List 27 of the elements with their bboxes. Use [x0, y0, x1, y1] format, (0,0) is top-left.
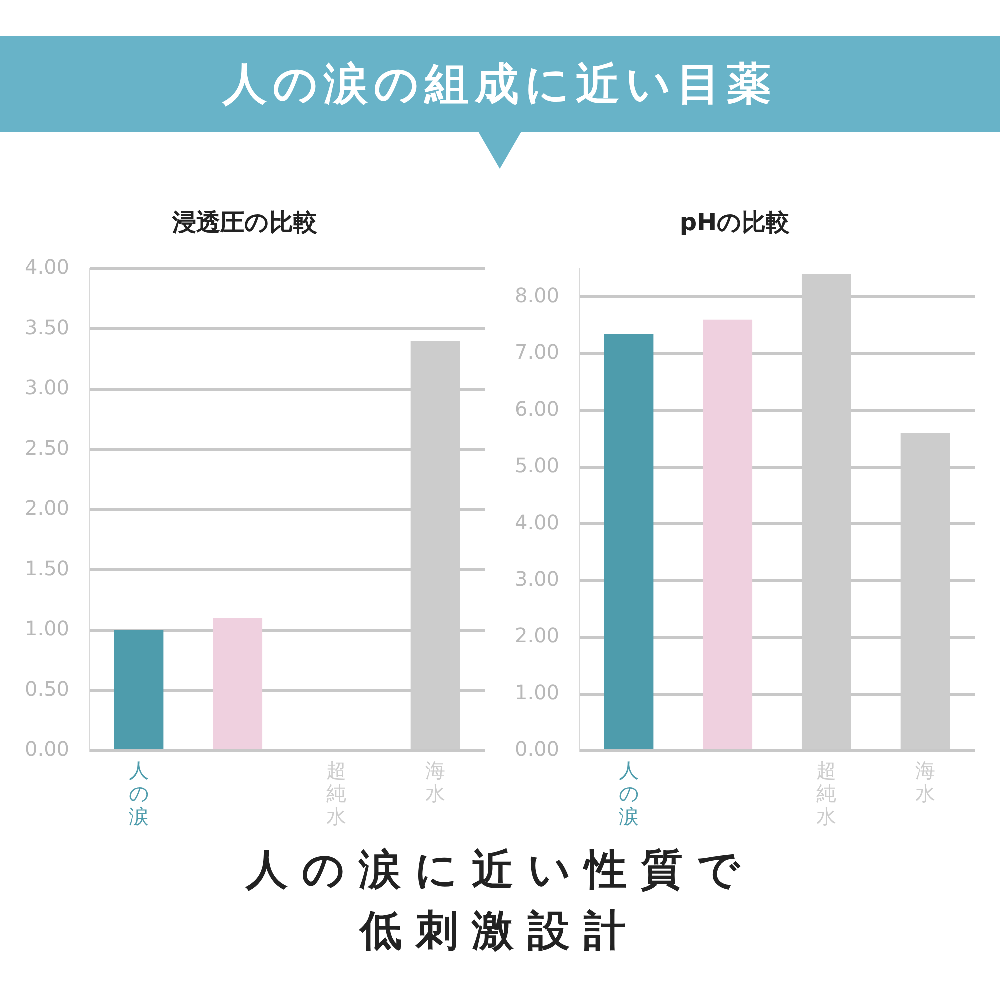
y-tick-label: 7.00 — [515, 340, 560, 364]
text: 人の涙の組成に近い目薬 — [223, 58, 777, 112]
text: 低刺激設計 — [358, 904, 641, 957]
bar — [114, 630, 164, 750]
chart-title: pHの比較 — [680, 208, 792, 237]
bar — [213, 618, 263, 750]
y-tick-label: 2.50 — [25, 436, 70, 460]
text: 人の涙に近い性質で — [244, 844, 755, 896]
y-tick-label: 0.00 — [515, 737, 560, 762]
y-tick-label: 3.50 — [25, 315, 70, 340]
y-tick-label: 1.00 — [515, 680, 560, 704]
y-tick-label: 0.00 — [25, 737, 70, 762]
y-tick-label: 4.00 — [515, 510, 560, 534]
y-tick-label: 0.50 — [25, 676, 70, 701]
x-tick-label: 人の涙 — [618, 758, 639, 829]
y-tick-label: 8.00 — [515, 283, 560, 308]
x-tick-label: 人の涙 — [128, 758, 149, 829]
y-tick-label: 6.00 — [515, 396, 560, 421]
y-tick-label: 3.00 — [515, 567, 560, 592]
y-tick-label: 5.00 — [515, 454, 560, 478]
y-tick-label: 1.50 — [25, 556, 70, 580]
y-tick-label: 3.00 — [25, 376, 70, 400]
chart-title: 浸透圧の比較 — [172, 208, 318, 237]
y-tick-label: 4.00 — [25, 255, 70, 280]
y-tick-label: 1.00 — [25, 616, 70, 641]
y-tick-label: 2.00 — [25, 496, 70, 520]
y-tick-label: 2.00 — [515, 624, 560, 648]
